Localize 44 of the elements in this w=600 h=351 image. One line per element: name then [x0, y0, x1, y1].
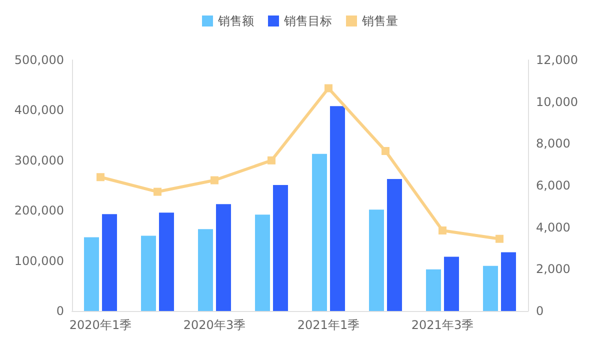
- y2-tick-label: 10,000: [536, 94, 578, 109]
- point: [382, 146, 390, 155]
- bar: [369, 210, 384, 311]
- x-tick-label: 2021年1季: [297, 318, 360, 332]
- x-tick-label: 2020年1季: [69, 318, 132, 332]
- point: [154, 188, 162, 196]
- bar: [216, 204, 231, 311]
- bar: [501, 252, 516, 311]
- y2-tick-label: 2,000: [536, 262, 570, 276]
- y-tick-label: 0: [56, 304, 64, 318]
- y-tick-label: 400,000: [14, 103, 64, 118]
- bar: [159, 212, 174, 311]
- bar: [330, 106, 345, 311]
- bar: [483, 266, 498, 311]
- point: [324, 84, 332, 92]
- y-tick-label: 500,000: [14, 53, 64, 67]
- y-tick-label: 300,000: [14, 153, 64, 168]
- y2-tick-label: 4,000: [536, 220, 570, 234]
- y-tick-label: 200,000: [14, 204, 64, 218]
- bar: [141, 236, 156, 311]
- point: [496, 234, 504, 243]
- x-tick-label: 2021年3季: [411, 318, 474, 332]
- bar: [444, 256, 459, 311]
- bar: [387, 178, 402, 311]
- legend-label: 销售额: [217, 14, 254, 28]
- y2-tick-label: 6,000: [536, 178, 570, 192]
- y2-tick-label: 8,000: [536, 136, 570, 151]
- point: [96, 173, 104, 182]
- y-tick-label: 100,000: [14, 254, 64, 268]
- point: [268, 156, 276, 164]
- bar: [273, 185, 288, 311]
- bar: [84, 237, 99, 311]
- point: [438, 226, 446, 234]
- point: [210, 176, 218, 184]
- y2-tick-label: 12,000: [536, 53, 578, 67]
- y2-tick-label: 0: [536, 304, 544, 318]
- legend-label: 销售量: [361, 14, 398, 28]
- bar: [102, 214, 117, 311]
- bar: [312, 154, 327, 311]
- bar: [198, 229, 213, 311]
- legend-label: 销售目标: [283, 14, 332, 28]
- bar: [255, 214, 270, 311]
- x-tick-label: 2020年3季: [183, 318, 246, 332]
- bar: [426, 269, 441, 311]
